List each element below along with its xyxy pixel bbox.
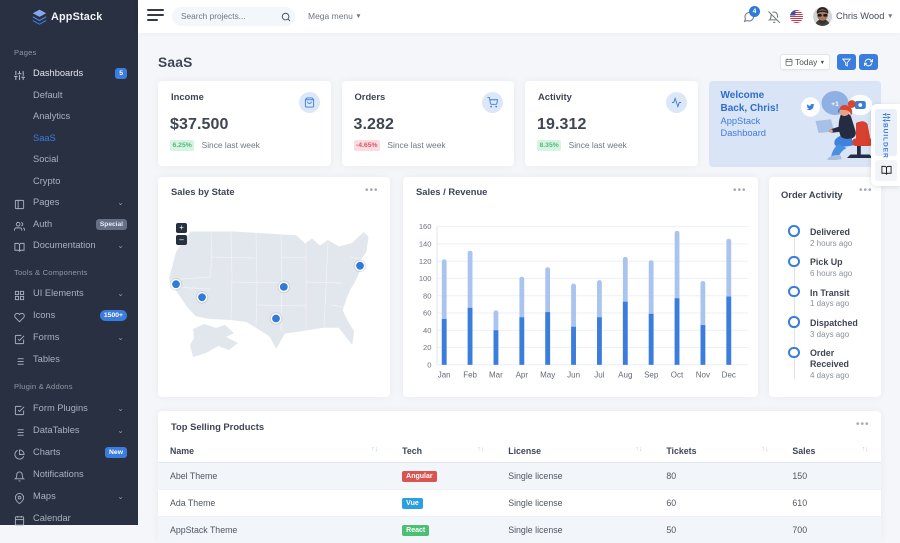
svg-text:Oct: Oct	[671, 371, 684, 380]
svg-text:Mar: Mar	[489, 371, 503, 380]
svg-text:Nov: Nov	[696, 371, 710, 380]
svg-text:Sep: Sep	[644, 371, 659, 380]
svg-text:Apr: Apr	[516, 371, 529, 380]
svg-text:0: 0	[427, 360, 431, 369]
svg-text:40: 40	[423, 326, 431, 335]
svg-text:Aug: Aug	[618, 371, 632, 380]
svg-text:+1: +1	[831, 101, 839, 108]
svg-text:May: May	[540, 371, 555, 380]
svg-text:160: 160	[419, 222, 432, 231]
svg-text:60: 60	[423, 309, 431, 318]
svg-text:Feb: Feb	[463, 371, 477, 380]
svg-text:100: 100	[419, 274, 432, 283]
svg-text:80: 80	[423, 291, 431, 300]
svg-text:Jun: Jun	[567, 371, 580, 380]
svg-text:Dec: Dec	[722, 371, 736, 380]
svg-text:140: 140	[419, 240, 432, 249]
svg-text:Jul: Jul	[594, 371, 604, 380]
svg-text:120: 120	[419, 257, 432, 266]
svg-text:Jan: Jan	[438, 371, 451, 380]
svg-text:20: 20	[423, 343, 431, 352]
